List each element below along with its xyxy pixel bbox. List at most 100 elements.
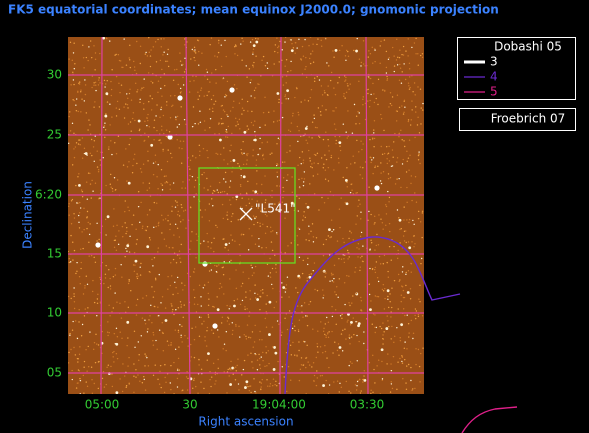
star <box>176 254 179 256</box>
star <box>93 160 95 162</box>
star <box>68 295 70 298</box>
star <box>207 316 210 318</box>
star <box>292 112 294 115</box>
star <box>419 284 421 286</box>
star <box>134 153 136 156</box>
star <box>370 157 372 159</box>
star <box>408 221 410 224</box>
star <box>139 62 141 65</box>
star <box>296 87 298 90</box>
star <box>160 76 162 79</box>
star <box>172 79 175 81</box>
star <box>210 329 213 331</box>
star <box>78 183 81 187</box>
star <box>255 40 259 44</box>
star <box>388 222 391 225</box>
star <box>390 369 393 372</box>
star <box>216 308 220 312</box>
star <box>418 151 420 153</box>
star <box>396 161 398 163</box>
star <box>249 41 252 43</box>
star <box>345 49 348 52</box>
star <box>193 379 195 381</box>
star <box>210 385 212 388</box>
star <box>382 283 385 286</box>
star <box>174 223 177 226</box>
star <box>180 243 182 246</box>
star <box>388 306 390 309</box>
star <box>242 140 244 143</box>
star <box>380 40 382 43</box>
star <box>249 385 252 387</box>
star <box>219 282 221 285</box>
star <box>362 167 364 169</box>
star <box>302 259 304 262</box>
star <box>300 135 302 137</box>
star <box>74 320 77 322</box>
star <box>386 363 388 365</box>
star <box>243 152 245 155</box>
star <box>228 242 230 245</box>
star <box>133 270 136 273</box>
star <box>244 308 246 311</box>
star <box>91 86 93 89</box>
star <box>119 378 121 380</box>
star <box>327 85 329 87</box>
star <box>230 360 232 363</box>
star <box>224 96 226 98</box>
star <box>324 178 327 180</box>
star <box>131 223 133 226</box>
star <box>287 366 290 368</box>
star <box>259 222 261 225</box>
star <box>261 183 263 186</box>
star <box>171 205 173 208</box>
star <box>327 197 329 200</box>
star <box>313 117 316 120</box>
star <box>269 385 271 387</box>
star <box>218 264 220 266</box>
star <box>388 325 390 328</box>
star <box>305 315 307 317</box>
star <box>106 366 108 368</box>
star <box>352 295 354 297</box>
star <box>128 143 130 146</box>
star <box>81 196 84 198</box>
star <box>312 328 314 330</box>
star <box>359 235 362 238</box>
star <box>328 65 330 67</box>
star <box>337 296 339 298</box>
star <box>117 135 120 137</box>
star <box>162 148 164 151</box>
star <box>219 191 222 194</box>
star <box>237 383 240 385</box>
star <box>93 82 95 84</box>
star <box>148 182 151 184</box>
star <box>110 80 112 83</box>
star <box>116 336 119 338</box>
star <box>251 205 253 208</box>
star <box>142 86 145 89</box>
star <box>69 332 71 335</box>
star <box>241 282 244 285</box>
legend-box[interactable] <box>459 108 576 131</box>
star <box>323 271 325 273</box>
star <box>266 67 269 70</box>
star <box>209 126 211 129</box>
legend-title[interactable]: Froebrich 07 <box>491 112 566 126</box>
star <box>214 264 216 267</box>
star <box>372 391 374 393</box>
star <box>166 53 169 55</box>
star <box>284 252 286 254</box>
star <box>201 323 203 325</box>
star <box>269 272 272 274</box>
star <box>77 358 79 360</box>
star <box>162 219 165 221</box>
star <box>207 245 209 248</box>
star <box>123 117 126 119</box>
star <box>154 277 157 280</box>
star <box>177 292 179 295</box>
star <box>224 243 228 246</box>
star <box>191 175 194 178</box>
star <box>380 145 382 148</box>
star <box>111 190 114 192</box>
